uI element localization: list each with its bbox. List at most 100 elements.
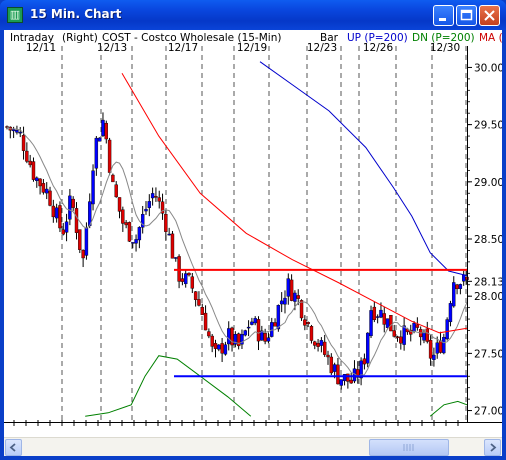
candle-body	[273, 322, 277, 327]
candle-body	[438, 340, 443, 353]
candle-body	[356, 369, 360, 378]
candle-body	[121, 209, 125, 224]
y-tick-label: 28.13	[474, 276, 502, 288]
horizontal-scrollbar[interactable]	[4, 437, 502, 456]
axis-side-label: (Right)	[62, 32, 98, 44]
candle-body	[452, 282, 456, 307]
candle-body	[233, 334, 238, 345]
candle-body	[461, 274, 466, 282]
chart-app-icon: ▥	[7, 7, 23, 23]
candle-body	[187, 272, 191, 276]
candle-body	[150, 193, 155, 199]
candle-body	[336, 364, 340, 385]
candle-body	[332, 364, 337, 372]
candle-body	[266, 337, 271, 342]
maximize-icon	[460, 9, 473, 21]
scroll-left-button[interactable]	[5, 439, 22, 456]
candle-body	[339, 379, 343, 386]
candle-body	[200, 307, 204, 315]
candle-body	[253, 318, 257, 324]
x-tick-label: 12/11	[26, 42, 56, 54]
y-tick-label: 27.00	[474, 406, 502, 418]
candle-body	[48, 190, 52, 206]
up-legend: UP (P=200)	[347, 32, 408, 44]
candle-body	[193, 291, 198, 300]
candle-body	[299, 300, 304, 319]
close-button[interactable]	[479, 5, 500, 26]
candle-body	[223, 344, 228, 355]
candle-body	[157, 197, 161, 202]
candle-body	[11, 129, 16, 132]
candle-body	[78, 229, 82, 250]
candle-body	[385, 318, 390, 328]
x-axis-ticks	[4, 420, 502, 426]
candle-body	[392, 330, 396, 337]
candle-body	[432, 354, 436, 360]
candle-body	[359, 360, 363, 379]
candle-body	[197, 299, 201, 306]
candle-body	[256, 319, 261, 342]
candle-body	[276, 305, 281, 330]
candle-body	[220, 343, 224, 354]
candle-body	[415, 324, 420, 328]
candle-body	[263, 333, 267, 342]
y-tick-label: 29.00	[474, 177, 502, 189]
minimize-button[interactable]	[433, 5, 454, 26]
dn-band-line	[429, 400, 468, 417]
candle-body	[114, 184, 118, 198]
candle-body	[293, 292, 297, 302]
candle-body	[362, 358, 367, 365]
x-tick-label: 12/17	[168, 42, 198, 54]
symbol-label: COST - Costco Wholesale (15-Min)	[102, 32, 281, 44]
candle-body	[45, 188, 49, 194]
candle-body	[81, 249, 85, 259]
candle-body	[372, 306, 377, 321]
candle-body	[97, 137, 102, 142]
candle-body	[41, 183, 46, 193]
candle-body	[303, 319, 307, 326]
chart-client-area: Intraday (Right) COST - Costco Wholesale…	[4, 30, 502, 456]
close-icon	[484, 10, 495, 21]
candle-body	[35, 177, 39, 181]
candle-body	[51, 205, 56, 218]
candle-body	[296, 295, 300, 299]
candle-body	[28, 160, 32, 166]
scroll-thumb[interactable]	[369, 439, 449, 456]
up-band-line	[259, 61, 468, 277]
y-tick-label: 28.50	[474, 234, 502, 246]
title-bar[interactable]: ▥ 15 Min. Chart	[0, 0, 506, 30]
candle-body	[250, 321, 254, 325]
candle-body	[322, 341, 327, 355]
candle-body	[458, 284, 463, 289]
candle-body	[38, 178, 42, 187]
price-chart[interactable]: Intraday (Right) COST - Costco Wholesale…	[4, 30, 502, 437]
candle-body	[107, 139, 112, 173]
candle-body	[243, 330, 247, 336]
candle-body	[190, 276, 195, 289]
plot-area	[5, 61, 469, 417]
minimize-icon	[439, 18, 446, 21]
bar-label: Bar	[320, 32, 339, 44]
candle-body	[111, 174, 115, 183]
candle-body	[455, 284, 459, 290]
candle-body	[412, 322, 416, 332]
candle-body	[240, 334, 244, 345]
candle-body	[91, 170, 95, 205]
candle-body	[329, 356, 334, 374]
maximize-button[interactable]	[456, 5, 477, 26]
candle-body	[448, 303, 453, 323]
candle-body	[319, 340, 324, 346]
candle-body	[395, 336, 400, 338]
candle-body	[167, 233, 171, 236]
candle-body	[18, 131, 22, 134]
scroll-right-button[interactable]	[484, 439, 501, 456]
candle-body	[425, 328, 429, 342]
candle-body	[399, 336, 403, 344]
candle-body	[137, 227, 142, 241]
candle-body	[313, 341, 317, 346]
window-title: 15 Min. Chart	[30, 7, 122, 21]
candle-body	[389, 315, 393, 332]
candle-body	[435, 342, 439, 354]
y-tick-label: 28.00	[474, 291, 502, 303]
candle-body	[58, 205, 62, 229]
